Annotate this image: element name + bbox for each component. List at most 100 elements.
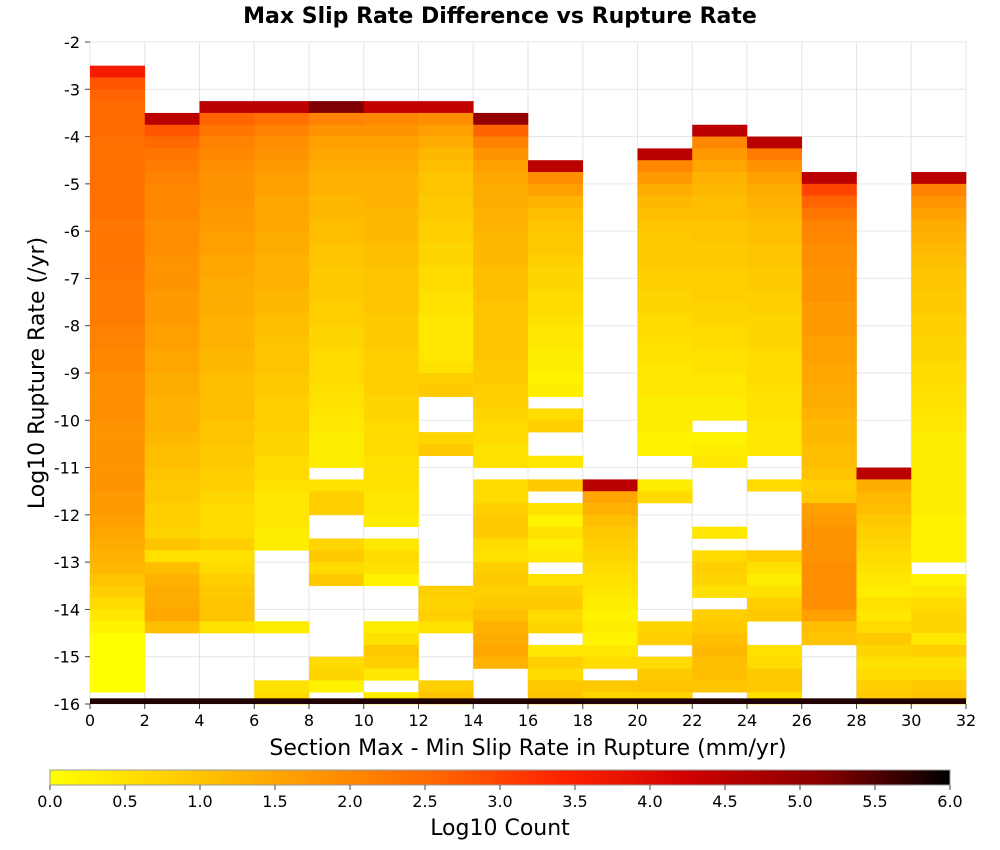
heatmap-cell bbox=[637, 432, 693, 445]
heatmap-cell bbox=[911, 668, 967, 681]
heatmap-cell bbox=[254, 373, 310, 386]
heatmap-cell bbox=[911, 491, 967, 504]
heatmap-cell bbox=[473, 254, 529, 267]
heatmap-cell bbox=[144, 266, 200, 279]
heatmap-cell bbox=[309, 183, 365, 196]
heatmap-cell bbox=[473, 420, 529, 433]
heatmap-cell bbox=[473, 337, 529, 350]
heatmap-cell bbox=[801, 443, 857, 457]
heatmap-cell bbox=[692, 396, 748, 409]
heatmap-cell bbox=[528, 290, 584, 303]
heatmap-cell bbox=[801, 396, 857, 409]
heatmap-cell bbox=[254, 396, 310, 409]
heatmap-cell bbox=[747, 313, 803, 327]
heatmap-cell bbox=[473, 172, 529, 185]
heatmap-cell bbox=[473, 136, 529, 149]
heatmap-cell bbox=[911, 396, 967, 409]
heatmap-cell bbox=[254, 337, 310, 350]
heatmap-cell bbox=[637, 242, 693, 256]
heatmap-cell bbox=[363, 455, 419, 468]
heatmap-cell bbox=[418, 384, 474, 397]
colorbar-tick-label: 2.5 bbox=[412, 792, 437, 811]
heatmap-cell bbox=[747, 550, 803, 563]
heatmap-cell bbox=[199, 585, 255, 598]
heatmap-cell bbox=[254, 420, 310, 433]
heatmap-cell bbox=[90, 585, 146, 598]
heatmap-cell bbox=[473, 219, 529, 232]
heatmap-cell bbox=[90, 313, 146, 327]
x-tick-label: 8 bbox=[304, 711, 314, 730]
heatmap-cell bbox=[254, 231, 310, 244]
heatmap-cell bbox=[801, 266, 857, 279]
y-axis-ticks: -2 -3 -4 -5 -6 -7 -8 -9 -10 -11 -12 -13 -14 -15 -16 bbox=[54, 33, 90, 714]
x-tick-label: 32 bbox=[956, 711, 976, 730]
heatmap-cell bbox=[911, 609, 967, 622]
heatmap-cell bbox=[692, 302, 748, 315]
heatmap-cell bbox=[528, 325, 584, 338]
heatmap-cell bbox=[363, 479, 419, 492]
heatmap-cell bbox=[911, 538, 967, 551]
heatmap-cell bbox=[363, 148, 419, 161]
heatmap-cell bbox=[911, 290, 967, 303]
heatmap-cell bbox=[692, 573, 748, 587]
heatmap-cell bbox=[801, 231, 857, 244]
heatmap-cell bbox=[692, 124, 748, 137]
heatmap-cell bbox=[363, 408, 419, 421]
heatmap-cell bbox=[692, 585, 748, 598]
heatmap-cell bbox=[309, 503, 365, 516]
heatmap-cell bbox=[199, 621, 255, 634]
heatmap-cell bbox=[637, 680, 693, 693]
heatmap-cell bbox=[582, 609, 638, 622]
heatmap-cell bbox=[90, 136, 146, 149]
heatmap-cell bbox=[637, 337, 693, 350]
heatmap-cell bbox=[856, 514, 912, 527]
heatmap-cell bbox=[692, 290, 748, 303]
heatmap-cell bbox=[801, 585, 857, 598]
heatmap-cell bbox=[856, 526, 912, 539]
x-tick-label: 4 bbox=[194, 711, 204, 730]
x-tick-label: 26 bbox=[792, 711, 812, 730]
heatmap-cell bbox=[363, 207, 419, 220]
heatmap-cell bbox=[692, 455, 748, 468]
heatmap-cell bbox=[692, 207, 748, 220]
heatmap-cell bbox=[254, 443, 310, 457]
heatmap-cell bbox=[473, 609, 529, 622]
heatmap-cell bbox=[637, 278, 693, 291]
x-tick-label: 6 bbox=[249, 711, 259, 730]
heatmap-cell bbox=[309, 290, 365, 303]
heatmap-cell bbox=[90, 420, 146, 433]
heatmap-cell bbox=[911, 313, 967, 327]
heatmap-cell bbox=[90, 503, 146, 516]
heatmap-cell bbox=[856, 479, 912, 492]
heatmap-cell bbox=[144, 254, 200, 267]
heatmap-cell bbox=[911, 278, 967, 291]
heatmap-cell bbox=[582, 503, 638, 516]
heatmap-cell bbox=[692, 172, 748, 185]
heatmap-cell bbox=[473, 349, 529, 362]
heatmap-cell bbox=[637, 302, 693, 315]
heatmap-cell bbox=[747, 231, 803, 244]
heatmap-cell bbox=[199, 562, 255, 575]
heatmap-cell bbox=[254, 455, 310, 468]
heatmap-cell bbox=[144, 219, 200, 232]
x-tick-label: 28 bbox=[846, 711, 866, 730]
heatmap-cell bbox=[199, 313, 255, 327]
heatmap-cell bbox=[90, 526, 146, 539]
heatmap-cell bbox=[692, 550, 748, 563]
heatmap-cell bbox=[254, 467, 310, 480]
heatmap-cell bbox=[528, 361, 584, 374]
heatmap-cell bbox=[309, 562, 365, 575]
x-tick-label: 22 bbox=[682, 711, 702, 730]
heatmap-cell bbox=[801, 302, 857, 315]
heatmap-cell bbox=[528, 408, 584, 421]
heatmap-cell bbox=[692, 384, 748, 397]
heatmap-cell bbox=[747, 254, 803, 267]
heatmap-cell bbox=[363, 491, 419, 504]
heatmap-cell bbox=[801, 514, 857, 527]
heatmap-cell bbox=[363, 183, 419, 196]
heatmap-cell bbox=[363, 573, 419, 587]
heatmap-cell bbox=[199, 136, 255, 149]
heatmap-cell bbox=[90, 124, 146, 137]
colorbar-tick-label: 3.5 bbox=[562, 792, 587, 811]
heatmap-cell bbox=[144, 562, 200, 575]
